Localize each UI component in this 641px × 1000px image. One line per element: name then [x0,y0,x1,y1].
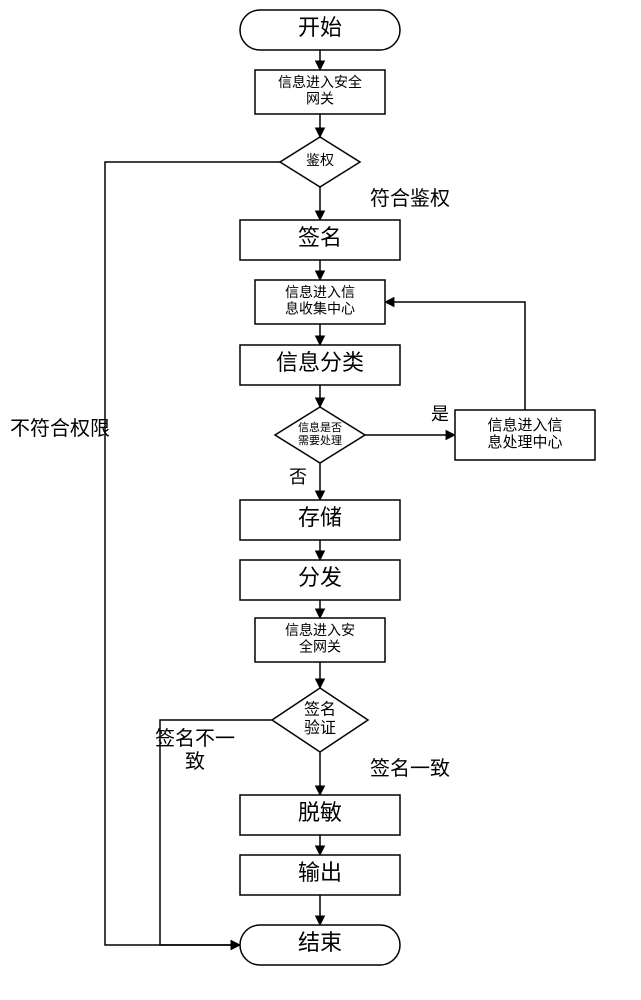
svg-text:结束: 结束 [298,930,342,955]
svg-text:信息进入信: 信息进入信 [487,417,562,434]
svg-text:网关: 网关 [306,91,334,107]
edge-label: 签名一致 [370,757,450,780]
svg-text:信息进入安: 信息进入安 [285,622,355,639]
svg-text:息收集中心: 息收集中心 [285,300,355,317]
svg-text:开始: 开始 [298,15,342,40]
node-n8: 信息进入安全网关 [255,618,385,662]
edge-label: 否 [289,467,307,487]
node-d3: 签名验证 [272,688,368,752]
edge-n5-n3 [385,302,525,410]
svg-text:否: 否 [289,467,307,487]
edge-labels-layer: 符合鉴权是否签名一致 不符合权限签名不一致 [10,187,450,780]
nodes-layer: 开始信息进入安全网关鉴权签名信息进入信息收集中心信息分类信息是否需要处理信息进入… [240,10,595,965]
svg-text:脱敏: 脱敏 [298,800,342,825]
svg-text:需要处理: 需要处理 [298,434,342,447]
svg-text:输出: 输出 [298,860,342,885]
svg-text:分发: 分发 [298,565,342,590]
edge-label: 签名不一致 [155,727,235,773]
svg-text:签名一致: 签名一致 [370,757,450,780]
node-n7: 分发 [240,560,400,600]
node-start: 开始 [240,10,400,50]
edge-label: 不符合权限 [10,417,110,440]
node-n2: 签名 [240,220,400,260]
node-n10: 输出 [240,855,400,895]
svg-text:签名: 签名 [304,700,336,718]
svg-text:全网关: 全网关 [299,638,341,655]
svg-text:不符合权限: 不符合权限 [10,417,110,440]
svg-text:鉴权: 鉴权 [306,153,334,169]
svg-text:验证: 验证 [304,719,336,737]
svg-text:是: 是 [431,404,449,424]
node-n9: 脱敏 [240,795,400,835]
svg-text:息处理中心: 息处理中心 [487,434,562,451]
edge-label: 是 [431,404,449,424]
node-d1: 鉴权 [280,137,360,187]
node-n6: 存储 [240,500,400,540]
svg-text:信息进入信: 信息进入信 [285,284,355,301]
node-n3: 信息进入信息收集中心 [255,280,385,324]
svg-text:签名: 签名 [298,225,342,250]
svg-text:信息分类: 信息分类 [276,350,364,375]
svg-text:致: 致 [185,750,205,773]
node-end: 结束 [240,925,400,965]
flowchart-canvas: 开始信息进入安全网关鉴权签名信息进入信息收集中心信息分类信息是否需要处理信息进入… [0,0,641,1000]
node-n1: 信息进入安全网关 [255,70,385,114]
svg-text:存储: 存储 [298,505,342,530]
edge-label: 符合鉴权 [370,187,450,210]
node-n5: 信息进入信息处理中心 [455,410,595,460]
node-n4: 信息分类 [240,345,400,385]
svg-text:签名不一: 签名不一 [155,727,235,750]
svg-text:符合鉴权: 符合鉴权 [370,187,450,210]
node-d2: 信息是否需要处理 [275,407,365,463]
svg-text:信息是否: 信息是否 [298,420,342,434]
svg-text:信息进入安全: 信息进入安全 [278,74,362,91]
